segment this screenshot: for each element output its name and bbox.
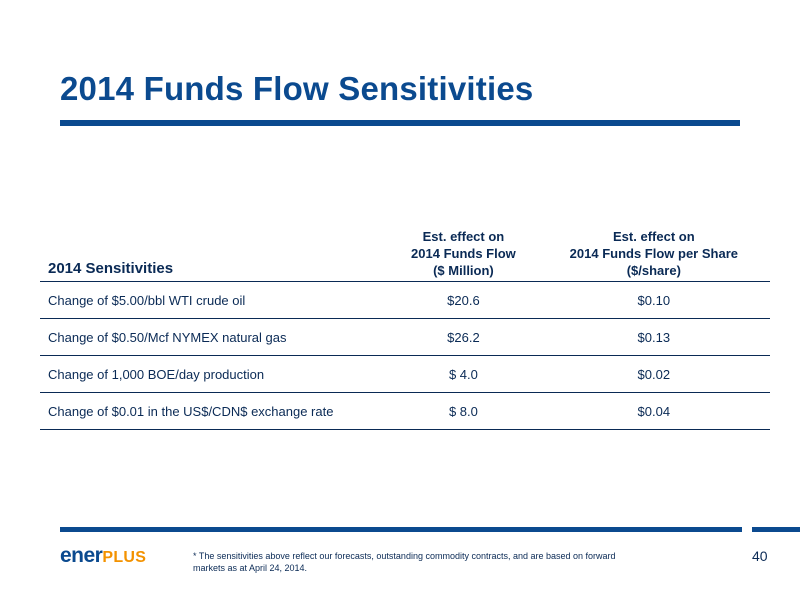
table-row: Change of $0.50/Mcf NYMEX natural gas $2… — [40, 318, 770, 356]
row-label: Change of $0.01 in the US$/CDN$ exchange… — [40, 392, 390, 430]
header-per-share: Est. effect on 2014 Funds Flow per Share… — [537, 228, 770, 282]
header-funds-flow-line: ($ Million) — [433, 263, 494, 278]
footer-divider — [60, 527, 742, 532]
row-funds-flow: $26.2 — [389, 318, 538, 356]
header-funds-flow-line: Est. effect on — [422, 229, 505, 244]
row-funds-flow: $ 8.0 — [389, 392, 538, 430]
header-per-share-line: 2014 Funds Flow per Share — [569, 246, 738, 261]
row-per-share: $0.04 — [537, 392, 770, 430]
sensitivities-table: 2014 Sensitivities Est. effect on 2014 F… — [40, 228, 770, 430]
table-row: Change of $0.01 in the US$/CDN$ exchange… — [40, 392, 770, 430]
row-per-share: $0.10 — [537, 281, 770, 319]
table-row: Change of $5.00/bbl WTI crude oil $20.6 … — [40, 281, 770, 319]
footnote-line: * The sensitivities above reflect our fo… — [193, 551, 616, 561]
header-funds-flow: Est. effect on 2014 Funds Flow ($ Millio… — [389, 228, 538, 282]
row-funds-flow: $20.6 — [389, 281, 538, 319]
footnote-line: markets as at April 24, 2014. — [193, 563, 308, 573]
footnote: * The sensitivities above reflect our fo… — [193, 550, 673, 574]
row-label: Change of $0.50/Mcf NYMEX natural gas — [40, 318, 390, 356]
enerplus-logo: enerPLUS — [60, 544, 146, 568]
page-number: 40 — [752, 548, 768, 564]
header-per-share-line: Est. effect on — [613, 229, 695, 244]
title-divider — [60, 120, 740, 126]
row-per-share: $0.13 — [537, 318, 770, 356]
header-sensitivities: 2014 Sensitivities — [40, 228, 390, 282]
header-per-share-line: ($/share) — [626, 263, 681, 278]
row-funds-flow: $ 4.0 — [389, 355, 538, 393]
row-label: Change of 1,000 BOE/day production — [40, 355, 390, 393]
logo-text-plus: PLUS — [102, 549, 147, 566]
footer-divider-short — [752, 527, 800, 532]
slide-title: 2014 Funds Flow Sensitivities — [60, 70, 534, 107]
table-row: Change of 1,000 BOE/day production $ 4.0… — [40, 355, 770, 393]
table-header-row: 2014 Sensitivities Est. effect on 2014 F… — [40, 228, 770, 282]
row-per-share: $0.02 — [537, 355, 770, 393]
logo-text-ener: ener — [60, 544, 103, 567]
header-funds-flow-line: 2014 Funds Flow — [411, 246, 516, 261]
row-label: Change of $5.00/bbl WTI crude oil — [40, 281, 390, 319]
